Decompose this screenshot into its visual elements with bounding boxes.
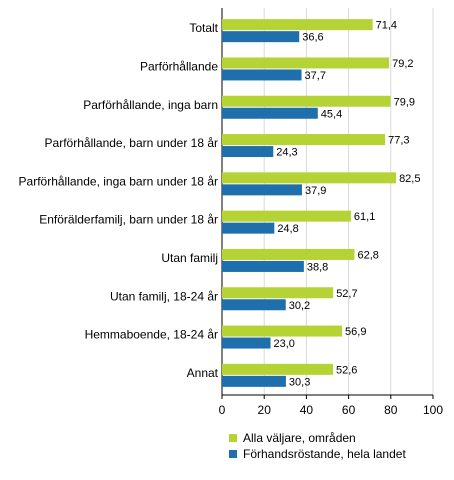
- data-label: 62,8: [358, 249, 379, 261]
- legend-label: Alla väljare, områden: [243, 431, 356, 445]
- bar-advance-voters: [222, 299, 286, 311]
- bar-all-voters: [222, 172, 397, 184]
- category-label: Parförhållande, inga barn: [83, 98, 218, 112]
- x-tick-label: 80: [384, 403, 398, 417]
- bar-advance-voters: [222, 31, 300, 43]
- legend-swatch: [229, 450, 237, 458]
- legend-swatch: [229, 434, 237, 442]
- data-label: 38,8: [307, 261, 328, 273]
- bar-all-voters: [222, 210, 351, 222]
- data-label: 30,2: [289, 300, 310, 312]
- category-label: Utan familj, 18-24 år: [110, 289, 218, 303]
- data-label: 71,4: [376, 20, 397, 32]
- bar-all-voters: [222, 363, 333, 375]
- x-tick-label: 40: [300, 403, 314, 417]
- data-label: 56,9: [345, 326, 366, 338]
- legend-label: Förhandsröstande, hela landet: [243, 447, 406, 461]
- bar-all-voters: [222, 134, 386, 146]
- category-label: Totalt: [189, 21, 218, 35]
- bar-all-voters: [222, 248, 355, 260]
- data-label: 52,7: [336, 288, 357, 300]
- bar-advance-voters: [222, 222, 275, 234]
- data-label: 37,7: [305, 70, 326, 82]
- x-tick-label: 0: [219, 403, 226, 417]
- category-label: Annat: [187, 366, 219, 380]
- bar-all-voters: [222, 95, 391, 107]
- data-label: 24,3: [276, 147, 297, 159]
- category-label: Parförhållande: [140, 59, 218, 73]
- bar-advance-voters: [222, 107, 318, 119]
- bar-advance-voters: [222, 146, 274, 158]
- data-label: 79,2: [392, 58, 413, 70]
- data-label: 45,4: [321, 108, 342, 120]
- data-label: 23,0: [274, 338, 295, 350]
- data-label: 52,6: [336, 364, 357, 376]
- data-label: 24,8: [277, 223, 298, 235]
- bar-advance-voters: [222, 260, 304, 272]
- data-label: 37,9: [305, 185, 326, 197]
- x-tick-label: 20: [258, 403, 272, 417]
- category-label: Hemmaboende, 18-24 år: [85, 328, 218, 342]
- bar-all-voters: [222, 19, 373, 31]
- category-label: Parförhållande, inga barn under 18 år: [19, 174, 218, 188]
- category-label: Enförälderfamilj, barn under 18 år: [39, 213, 218, 227]
- bar-advance-voters: [222, 337, 271, 349]
- bar-all-voters: [222, 287, 334, 299]
- bar-advance-voters: [222, 69, 302, 81]
- data-label: 79,9: [394, 96, 415, 108]
- data-label: 30,3: [289, 376, 310, 388]
- data-label: 61,1: [354, 211, 375, 223]
- bar-all-voters: [222, 57, 390, 69]
- data-label: 36,6: [302, 32, 323, 44]
- data-label: 82,5: [399, 173, 420, 185]
- x-tick-label: 60: [342, 403, 356, 417]
- category-label: Parförhållande, barn under 18 år: [45, 136, 218, 150]
- bar-all-voters: [222, 325, 343, 337]
- bar-advance-voters: [222, 375, 286, 387]
- category-label: Utan familj: [161, 251, 218, 265]
- x-tick-label: 100: [423, 403, 443, 417]
- data-label: 77,3: [388, 135, 409, 147]
- bar-advance-voters: [222, 184, 302, 196]
